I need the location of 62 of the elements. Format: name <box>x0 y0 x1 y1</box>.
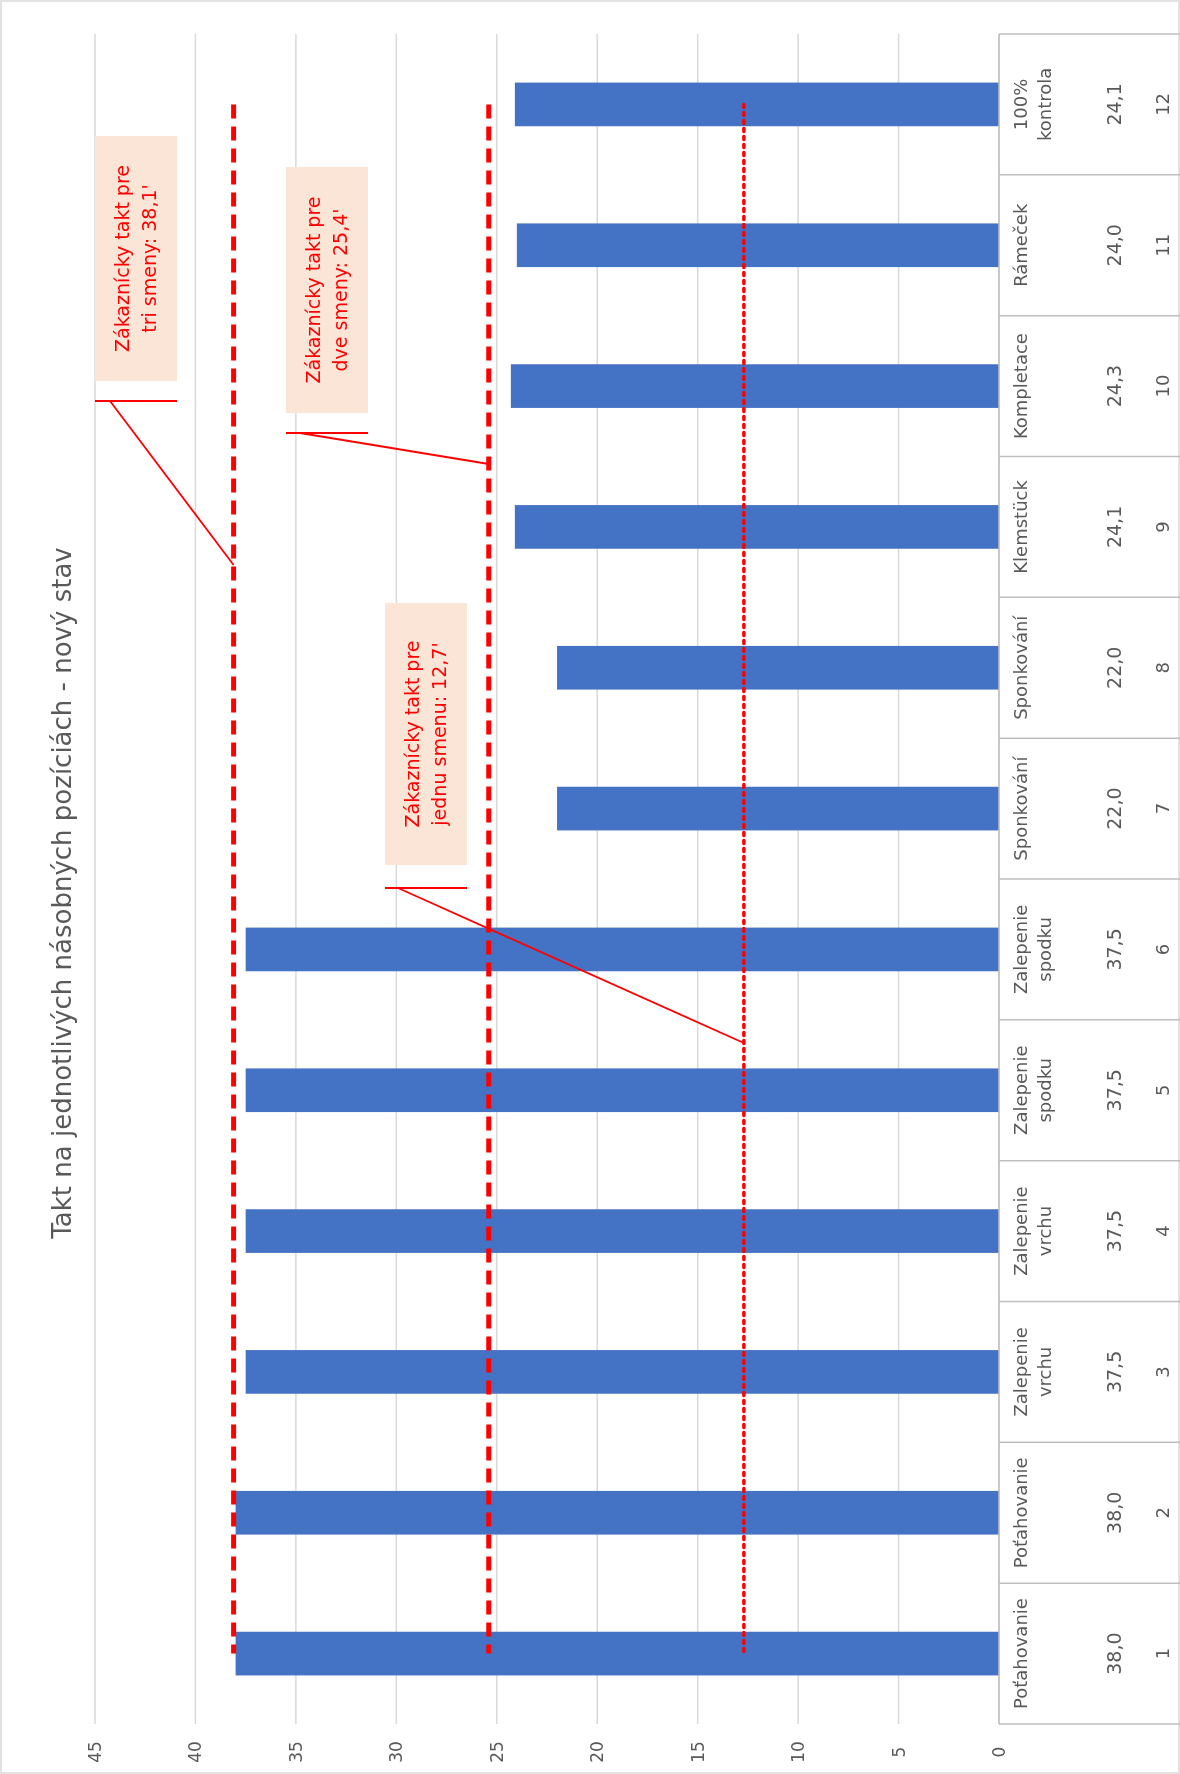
x-tick-label: 30 <box>386 1741 407 1763</box>
x-tick-label: 5 <box>888 1746 909 1758</box>
data-label: 37,5 <box>1102 1069 1125 1112</box>
y-tick-label: Rámeček <box>1010 203 1032 287</box>
bar <box>514 505 999 549</box>
x-tick-label: 20 <box>587 1741 608 1763</box>
x-tick-label: 0 <box>988 1746 1009 1758</box>
bar <box>557 786 999 831</box>
y-tick-label: Kompletace <box>1010 333 1032 440</box>
y-tick-label: Zalepenie vrchu <box>1010 1327 1056 1417</box>
bar <box>514 82 999 127</box>
y-tick-label: Zalepenie spodku <box>1010 904 1056 995</box>
y-tick-label: Klemstück <box>1010 479 1032 574</box>
data-label: 24,1 <box>1102 505 1125 549</box>
y-tick-label: Sponkování <box>1010 614 1032 720</box>
x-tick-label: 25 <box>486 1741 507 1763</box>
text: 9 <box>1152 521 1174 533</box>
text: 6 <box>1152 943 1174 956</box>
bar <box>235 1631 999 1676</box>
text: 3 <box>1152 1366 1174 1378</box>
ref-line-label: Zákaznícky takt pre tri smeny: 38,1' <box>111 164 161 353</box>
y-tick-label: 100% kontrola <box>1010 67 1056 142</box>
y-tick-label: Poťahovanie <box>1010 1598 1032 1710</box>
data-label: 24,0 <box>1102 224 1125 267</box>
text: 11 <box>1152 233 1174 257</box>
text: 5 <box>1152 1084 1174 1096</box>
x-tick-label: 45 <box>84 1741 105 1763</box>
text: 4 <box>1152 1225 1174 1237</box>
data-label: 22,0 <box>1102 646 1125 689</box>
text: 1 <box>1152 1647 1174 1660</box>
data-label: 38,0 <box>1102 1491 1125 1534</box>
data-label: 38,0 <box>1102 1632 1125 1675</box>
x-tick-label: 15 <box>687 1741 708 1763</box>
y-tick-label: Poťahovanie <box>1010 1457 1032 1569</box>
x-tick-label: 10 <box>788 1741 809 1763</box>
bar <box>516 223 999 268</box>
data-label: 24,1 <box>1102 83 1125 126</box>
ref-line-label: Zákaznícky takt pre jednu smenu: 12,7' <box>401 640 451 828</box>
ref-line-label: Zákaznícky takt pre dve smeny: 25,4' <box>302 196 352 384</box>
text: 12 <box>1152 92 1174 116</box>
text: 8 <box>1152 662 1174 674</box>
bar <box>510 364 999 408</box>
data-label: 22,0 <box>1102 787 1125 830</box>
text: 2 <box>1152 1507 1174 1519</box>
text: 10 <box>1152 374 1174 398</box>
bar <box>245 1068 999 1113</box>
data-label: 37,5 <box>1102 1350 1125 1394</box>
data-label: 37,5 <box>1102 928 1125 971</box>
text: 7 <box>1152 802 1174 815</box>
bar <box>245 1350 999 1394</box>
data-label: 37,5 <box>1102 1209 1125 1253</box>
bar <box>557 645 999 690</box>
text: Takt na jednotlivých násobných pozíciách - nový stav <box>47 547 78 1240</box>
bar <box>245 927 999 972</box>
bar <box>245 1209 999 1253</box>
data-label: 24,3 <box>1102 364 1125 408</box>
bar <box>235 1490 999 1535</box>
x-tick-label: 40 <box>185 1741 206 1763</box>
x-tick-label: 35 <box>285 1741 306 1763</box>
y-tick-label: Sponkování <box>1010 755 1032 861</box>
y-tick-label: Zalepenie vrchu <box>1010 1186 1056 1276</box>
y-tick-label: Zalepenie spodku <box>1010 1045 1056 1135</box>
